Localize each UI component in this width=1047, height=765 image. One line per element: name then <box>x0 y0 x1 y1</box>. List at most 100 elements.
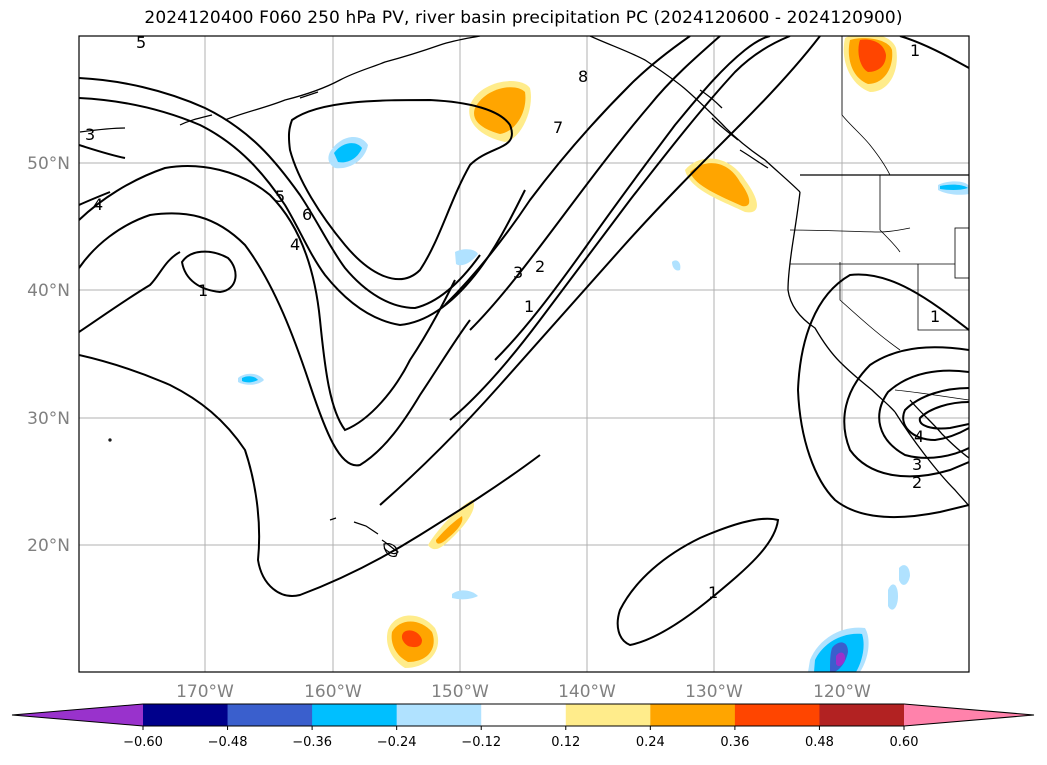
colorbar-tick-label: −0.60 <box>123 735 163 750</box>
colorbar-swatch <box>143 704 229 726</box>
pv-contour-3-east-trough <box>878 369 969 459</box>
precip-blob-negative <box>940 184 968 190</box>
precip-blob-negative <box>455 249 478 266</box>
lat-label: 20°N <box>27 536 70 556</box>
map-frame <box>78 35 970 673</box>
contour-label: 8 <box>578 67 588 86</box>
lat-label: 30°N <box>27 409 70 429</box>
colorbar-swatch <box>396 704 482 726</box>
precip-blob-positive <box>690 163 750 207</box>
contour-label: 4 <box>93 195 103 214</box>
lon-label: 150°W <box>431 682 489 702</box>
pv-contour-7-jet <box>444 36 691 306</box>
lon-label: 130°W <box>685 682 743 702</box>
us-state-border-nv-ut <box>917 264 969 331</box>
colorbar-swatch <box>227 704 313 726</box>
us-state-border-id <box>879 175 901 253</box>
contour-label: 4 <box>914 427 924 446</box>
islands <box>79 91 399 557</box>
lon-label: 170°W <box>176 682 234 702</box>
pv-contour-1-southwest <box>79 251 181 333</box>
contour-label: 5 <box>136 33 146 52</box>
colorbar-swatch <box>312 704 398 726</box>
colorbar-swatch <box>819 704 905 726</box>
precip-blob-negative <box>242 376 258 383</box>
precip-shading <box>238 36 969 672</box>
precip-blob-positive <box>401 630 422 648</box>
colorbar: −0.60 −0.48 −0.36 −0.24 −0.12 0.12 0.24 0.36 0.4… <box>11 703 1035 750</box>
colorbar-tick-label: −0.36 <box>292 735 332 750</box>
precip-blob-negative <box>452 590 478 600</box>
contour-label: 7 <box>553 118 563 137</box>
lat-label: 40°N <box>27 281 70 301</box>
contour-label: 3 <box>85 125 95 144</box>
precip-blob-positive <box>858 39 886 72</box>
us-state-border-or-wa <box>789 227 911 233</box>
colorbar-tick-label: −0.24 <box>377 735 417 750</box>
contour-label: 1 <box>524 297 534 316</box>
contour-label: 2 <box>535 257 545 276</box>
us-state-border-box <box>954 227 969 279</box>
pv-contour-labels: 5 3 4 1 5 6 4 7 8 3 2 1 1 1 3 2 4 1 <box>85 33 940 602</box>
contour-label: 6 <box>302 205 312 224</box>
hawaii-big-island <box>383 543 398 557</box>
pv-contour-8-jet <box>469 36 721 331</box>
pv-contour-2-southwest <box>79 354 541 597</box>
contour-label: 1 <box>198 281 208 300</box>
pv-contour-2-east-trough <box>843 346 969 478</box>
alaska-southeast-coast <box>589 36 801 193</box>
precip-blob-positive <box>436 516 463 544</box>
contour-label: 3 <box>513 263 523 282</box>
small-island <box>108 438 112 442</box>
contour-label: 3 <box>912 455 922 474</box>
pv-contour-3-northwest <box>79 144 126 159</box>
colorbar-extend-max <box>904 704 1034 726</box>
colorbar-tick-label: 0.36 <box>720 735 749 750</box>
pv-contour-3-jet <box>494 36 771 361</box>
colorbar-swatch <box>734 704 820 726</box>
us-west-coast <box>787 191 896 413</box>
lat-axis-labels: 50°N 40°N 30°N 20°N <box>27 154 70 556</box>
precip-blob-positive <box>474 87 526 134</box>
pv-contour-2-jet <box>449 36 791 421</box>
pv-contour-1-north-east <box>899 36 969 69</box>
pv-contour-6-inner <box>79 77 481 310</box>
colorbar-tick-label: 0.24 <box>636 735 665 750</box>
gridlines <box>79 36 969 672</box>
lon-label: 120°W <box>813 682 871 702</box>
lat-label: 50°N <box>27 154 70 174</box>
pv-contour-5-inner <box>79 97 526 327</box>
colorbar-tick-label: −0.12 <box>461 735 501 750</box>
precip-blob-negative <box>672 260 681 271</box>
lon-label: 140°W <box>558 682 616 702</box>
alaska-peninsula-coast <box>224 36 481 121</box>
precip-blob-negative <box>888 584 898 610</box>
bc-alberta-border <box>841 36 891 176</box>
pv-contours <box>79 36 969 647</box>
colorbar-tick-label: 0.60 <box>890 735 919 750</box>
pv-contour-4-east-trough <box>902 387 969 442</box>
lon-label: 160°W <box>304 682 362 702</box>
colorbar-swatch <box>565 704 651 726</box>
pv-contour-5-east-trough <box>918 401 969 430</box>
pv-contour-1-west-loop <box>180 250 237 294</box>
lon-axis-labels: 170°W 160°W 150°W 140°W 130°W 120°W <box>176 682 871 702</box>
contour-label: 1 <box>708 583 718 602</box>
contour-label: 4 <box>290 235 300 254</box>
precip-blob-negative <box>334 143 362 163</box>
pv-contour-1-south-loop <box>616 517 780 647</box>
precip-blob-negative <box>899 565 910 585</box>
map-title: 2024120400 F060 250 hPa PV, river basin … <box>144 8 903 28</box>
pv-contour-1-jet <box>379 36 821 506</box>
coastlines <box>224 36 969 507</box>
colorbar-tick-label: −0.48 <box>208 735 248 750</box>
precip-blob-negative <box>836 652 846 667</box>
pv-contour-3-west <box>79 165 456 432</box>
pv-contour-4-northwest <box>79 191 111 206</box>
pv-contour-4-outer <box>79 212 471 467</box>
colorbar-extend-min <box>12 704 143 726</box>
aleutian-islands <box>79 91 319 133</box>
pv-contour-1-east-trough <box>796 273 969 518</box>
us-state-border-ca-nv <box>839 262 901 351</box>
